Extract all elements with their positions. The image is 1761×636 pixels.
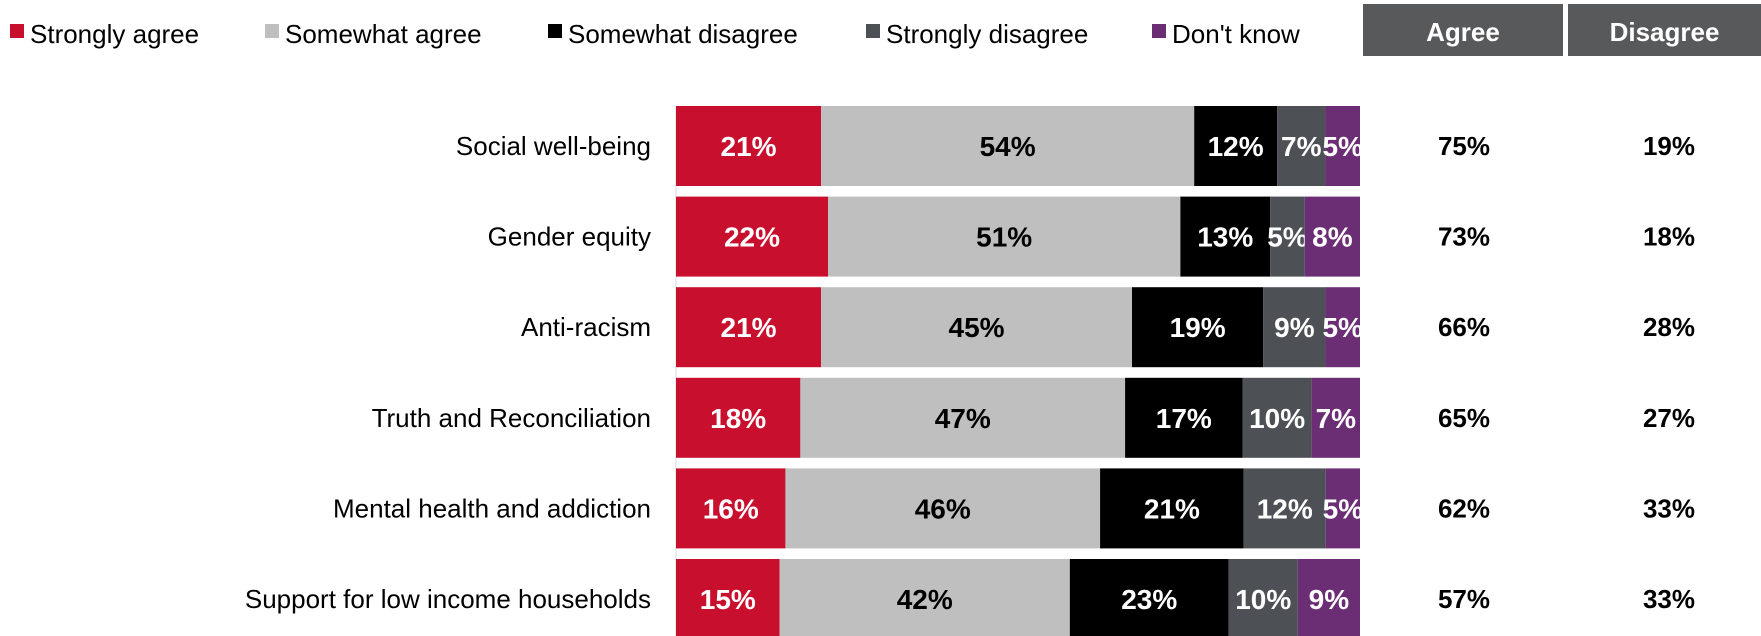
legend-label-strongly-disagree: Strongly disagree bbox=[886, 19, 1088, 49]
bar-segment-strongly-disagree bbox=[1228, 559, 1298, 636]
data-label: 15% bbox=[700, 584, 756, 615]
category-label: Anti-racism bbox=[521, 312, 651, 342]
data-label: 42% bbox=[897, 584, 953, 615]
bar-segment-strongly-disagree bbox=[1243, 468, 1326, 549]
legend-swatch-don-t-know bbox=[1152, 24, 1166, 38]
data-label: 13% bbox=[1197, 222, 1253, 253]
bar-segment-strongly-disagree bbox=[1277, 106, 1326, 186]
summary-values: 75% 19% 73% 18% 66% 28% 65% 27% 62% 33% 57% 33% bbox=[1438, 131, 1695, 614]
data-label: 23% bbox=[1121, 584, 1177, 615]
legend-swatch-strongly-agree bbox=[10, 24, 24, 38]
bar-segment-somewhat-agree bbox=[800, 377, 1126, 458]
data-label: 17% bbox=[1156, 403, 1212, 434]
data-label: 12% bbox=[1257, 493, 1313, 524]
bar-segment-strongly-disagree bbox=[1270, 196, 1305, 277]
data-label: 5% bbox=[1323, 493, 1364, 524]
data-label: 7% bbox=[1281, 131, 1322, 162]
bar-segment-don-t-know bbox=[1304, 196, 1360, 277]
data-label: 18% bbox=[710, 403, 766, 434]
bar-segment-don-t-know bbox=[1325, 106, 1360, 186]
bar-segment-somewhat-disagree bbox=[1069, 559, 1229, 636]
bar-segment-strongly-agree bbox=[676, 106, 822, 186]
data-label: 7% bbox=[1316, 403, 1357, 434]
summary-header-agree: Agree bbox=[1426, 17, 1500, 47]
data-label: 10% bbox=[1235, 584, 1291, 615]
bar-segment-somewhat-agree bbox=[785, 468, 1101, 549]
legend-label-don-t-know: Don't know bbox=[1172, 19, 1300, 49]
data-label: 9% bbox=[1274, 312, 1315, 343]
category-label: Mental health and addiction bbox=[333, 493, 651, 523]
bars: 21% 54% 12% 7% 5%22% 51% 13% 5% 8%21% 45% 19% 9% 5%1… bbox=[675, 106, 1364, 636]
data-label: 19% bbox=[1170, 312, 1226, 343]
legend-swatch-somewhat-agree bbox=[265, 24, 279, 38]
category-label: Truth and Reconciliation bbox=[372, 403, 651, 433]
bar-segment-strongly-agree bbox=[676, 377, 801, 458]
category-labels: Social well-being Gender equity Anti-racis… bbox=[245, 131, 651, 614]
bar-segment-somewhat-agree bbox=[779, 559, 1070, 636]
data-label: 9% bbox=[1309, 584, 1350, 615]
summary-value-disagree: 18% bbox=[1643, 222, 1695, 252]
summary-header-bg-agree bbox=[1363, 4, 1563, 56]
summary-value-agree: 62% bbox=[1438, 493, 1490, 523]
data-label: 5% bbox=[1322, 131, 1363, 162]
bar-segment-somewhat-agree bbox=[821, 106, 1195, 186]
summary-value-disagree: 33% bbox=[1643, 493, 1695, 523]
bar-segment-don-t-know bbox=[1311, 377, 1360, 458]
data-label: 12% bbox=[1208, 131, 1264, 162]
data-label: 8% bbox=[1312, 222, 1353, 253]
legend: Strongly agree Somewhat agree Somewhat dis… bbox=[10, 19, 1300, 49]
data-label: 22% bbox=[724, 222, 780, 253]
bar-segment-don-t-know bbox=[1325, 287, 1360, 368]
bar-segment-don-t-know bbox=[1297, 559, 1360, 636]
bar-segment-somewhat-agree bbox=[821, 287, 1132, 368]
bar-segment-strongly-agree bbox=[676, 468, 786, 549]
data-label: 16% bbox=[703, 493, 759, 524]
bar-segment-somewhat-agree bbox=[828, 196, 1181, 277]
bar-segment-somewhat-disagree bbox=[1132, 287, 1264, 368]
summary-value-agree: 57% bbox=[1438, 584, 1490, 614]
data-label: 45% bbox=[949, 312, 1005, 343]
data-label: 47% bbox=[935, 403, 991, 434]
bar-segment-strongly-agree bbox=[676, 559, 780, 636]
bar-segment-strongly-agree bbox=[676, 287, 822, 368]
bar-segment-strongly-disagree bbox=[1263, 287, 1326, 368]
data-label: 21% bbox=[721, 131, 777, 162]
bar-segment-strongly-disagree bbox=[1242, 377, 1312, 458]
bar-segment-somewhat-disagree bbox=[1125, 377, 1243, 458]
category-label: Support for low income households bbox=[245, 584, 651, 614]
summary-header-bg-disagree bbox=[1568, 4, 1761, 56]
bar-segment-somewhat-disagree bbox=[1180, 196, 1271, 277]
legend-label-somewhat-disagree: Somewhat disagree bbox=[568, 19, 798, 49]
summary-value-agree: 66% bbox=[1438, 312, 1490, 342]
category-label: Gender equity bbox=[488, 222, 651, 252]
data-label: 21% bbox=[721, 312, 777, 343]
bar-segment-strongly-agree bbox=[676, 196, 828, 277]
bar-segment-somewhat-disagree bbox=[1194, 106, 1278, 186]
summary-header-disagree: Disagree bbox=[1610, 17, 1720, 47]
summary-value-disagree: 27% bbox=[1643, 403, 1695, 433]
summary-value-agree: 73% bbox=[1438, 222, 1490, 252]
summary-value-disagree: 28% bbox=[1643, 312, 1695, 342]
summary-value-agree: 65% bbox=[1438, 403, 1490, 433]
data-label: 5% bbox=[1267, 222, 1308, 253]
legend-swatch-strongly-disagree bbox=[866, 24, 880, 38]
summary-headers: Agree Disagree bbox=[1363, 4, 1761, 56]
bar-segment-somewhat-disagree bbox=[1100, 468, 1244, 549]
data-label: 46% bbox=[915, 493, 971, 524]
legend-label-somewhat-agree: Somewhat agree bbox=[285, 19, 482, 49]
legend-label-strongly-agree: Strongly agree bbox=[30, 19, 199, 49]
data-label: 54% bbox=[980, 131, 1036, 162]
summary-value-disagree: 33% bbox=[1643, 584, 1695, 614]
data-label: 10% bbox=[1249, 403, 1305, 434]
summary-value-disagree: 19% bbox=[1643, 131, 1695, 161]
category-label: Social well-being bbox=[456, 131, 651, 161]
bar-segment-don-t-know bbox=[1325, 468, 1360, 549]
legend-swatch-somewhat-disagree bbox=[548, 24, 562, 38]
summary-value-agree: 75% bbox=[1438, 131, 1490, 161]
data-label: 21% bbox=[1144, 493, 1200, 524]
data-label: 51% bbox=[976, 222, 1032, 253]
data-label: 5% bbox=[1322, 312, 1363, 343]
